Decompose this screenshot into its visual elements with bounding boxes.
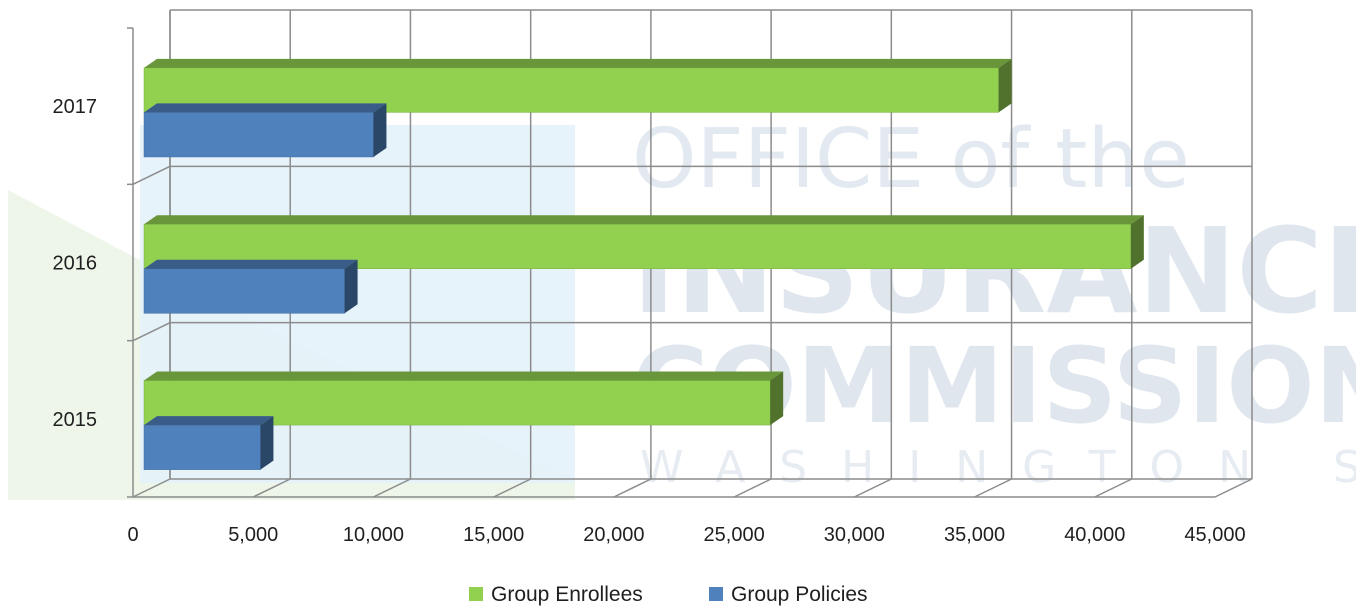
x-tick-label: 45,000	[1184, 524, 1245, 546]
legend-swatch-group-enrollees	[469, 587, 483, 601]
floor-gridline	[733, 478, 772, 498]
bar-top-face	[144, 416, 274, 426]
bar-group-policies-2016	[143, 259, 358, 314]
bar-top-face	[144, 371, 784, 381]
x-tick-label: 20,000	[583, 524, 644, 546]
x-tick-label: 0	[127, 524, 138, 546]
chart-bars	[143, 58, 1144, 470]
legend-swatch-group-policies	[709, 587, 723, 601]
bar-side-face	[770, 371, 784, 426]
bar-side-face	[260, 416, 274, 470]
x-tick-label: 25,000	[704, 524, 765, 546]
bar-top-face	[144, 58, 1012, 68]
floor-gridline	[132, 478, 171, 498]
bar-front-face	[143, 424, 261, 470]
bar-top-face	[144, 259, 358, 269]
chart-legend: Group Enrollees Group Policies	[469, 583, 868, 606]
floor-gridline	[1094, 478, 1133, 498]
bar-group-policies-2015	[143, 416, 274, 470]
x-tick-label: 30,000	[824, 524, 885, 546]
legend-label-group-enrollees: Group Enrollees	[491, 583, 643, 606]
floor-gridline	[1214, 478, 1253, 498]
watermark-line-office: OFFICE of the	[632, 112, 1190, 207]
floor-gridline	[613, 478, 652, 498]
x-tick-label: 40,000	[1064, 524, 1125, 546]
left-wall-gridline	[132, 165, 171, 186]
y-axis-ticks: 2015 2016 2017	[53, 96, 98, 431]
floor-gridline	[974, 478, 1012, 498]
floor-gridline	[493, 478, 531, 498]
floor-gridline	[373, 478, 411, 498]
x-tick-label: 35,000	[944, 524, 1005, 546]
bar-front-face	[143, 112, 374, 158]
x-axis-ticks: 0 5,000 10,000 15,000 20,000 25,000 30,000 35,0…	[127, 524, 1245, 546]
y-tick-label: 2015	[53, 409, 98, 431]
bar-group-enrollees-2015	[143, 371, 784, 426]
bar-side-face	[373, 103, 387, 157]
bar-side-face	[998, 58, 1012, 113]
bar-top-face	[144, 103, 387, 113]
y-tick-label: 2017	[53, 96, 98, 118]
y-tick-label: 2016	[53, 253, 98, 275]
left-wall-gridline	[132, 321, 171, 342]
x-tick-label: 5,000	[228, 524, 278, 546]
bar-side-face	[344, 259, 358, 314]
bar-top-face	[144, 215, 1144, 225]
x-tick-label: 15,000	[463, 524, 524, 546]
bar-side-face	[1130, 215, 1144, 269]
floor-gridline	[252, 478, 291, 498]
bar-front-face	[143, 268, 345, 314]
legend-label-group-policies: Group Policies	[731, 583, 868, 606]
floor-gridline	[854, 478, 892, 498]
x-tick-label: 10,000	[343, 524, 404, 546]
bar-group-policies-2017	[143, 103, 387, 158]
